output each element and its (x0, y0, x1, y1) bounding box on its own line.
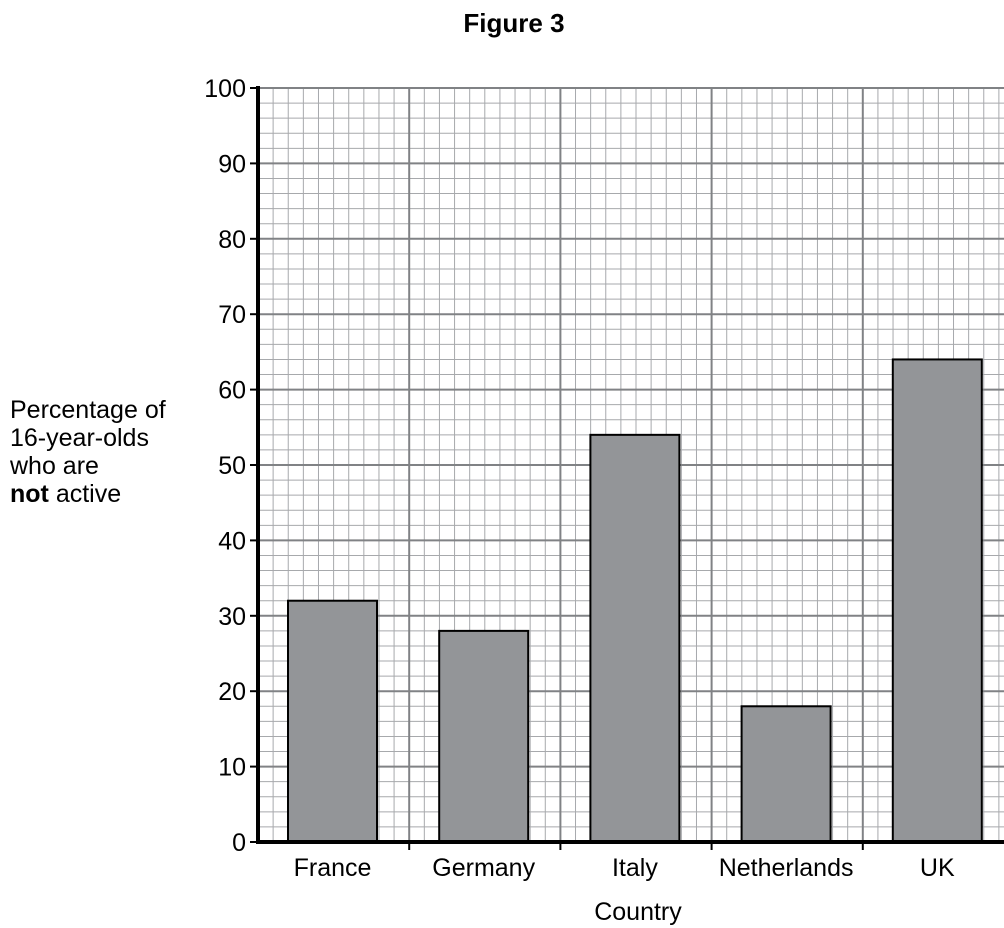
y-axis-label-last-word: active (55, 480, 122, 508)
bar-italy (589, 433, 681, 843)
bar-uk (891, 358, 983, 843)
x-tick-label-france: France (294, 854, 372, 882)
bar-germany (438, 629, 530, 843)
y-axis-label-bold-word: not (10, 480, 49, 508)
y-tick-label: 30 (218, 603, 246, 631)
y-tick-label: 10 (218, 754, 246, 782)
x-axis-label: Country (594, 898, 682, 926)
bar-france (287, 599, 378, 843)
x-tick-label-netherlands: Netherlands (719, 854, 854, 882)
bar-netherlands (740, 705, 832, 844)
x-tick-label-uk: UK (920, 854, 955, 882)
y-tick-label: 70 (218, 301, 246, 329)
x-tick-label-italy: Italy (612, 854, 658, 882)
bars (287, 358, 983, 844)
y-tick-label: 40 (218, 527, 246, 555)
x-tick-label-germany: Germany (432, 854, 535, 882)
y-axis-label-line-2: 16-year-olds (10, 424, 149, 452)
y-tick-label: 100 (204, 75, 246, 103)
axes (250, 86, 1004, 850)
chart-title: Figure 3 (463, 8, 565, 38)
y-tick-label: 90 (218, 150, 246, 178)
y-tick-label: 20 (218, 678, 246, 706)
y-tick-label: 0 (232, 829, 246, 857)
y-tick-label: 80 (218, 226, 246, 254)
y-axis-label-line-4: not active (10, 480, 166, 508)
y-axis-label-line-3: who are (10, 452, 99, 480)
y-tick-label: 60 (218, 377, 246, 405)
tick-labels: 0 10 20 30 40 50 60 70 80 90 100 France Germany Italy… (204, 75, 955, 882)
y-axis-label-line-1: Percentage of (10, 396, 166, 424)
y-axis-label: Percentage of 16-year-olds who are not a… (10, 396, 166, 508)
y-tick-label: 50 (218, 452, 246, 480)
